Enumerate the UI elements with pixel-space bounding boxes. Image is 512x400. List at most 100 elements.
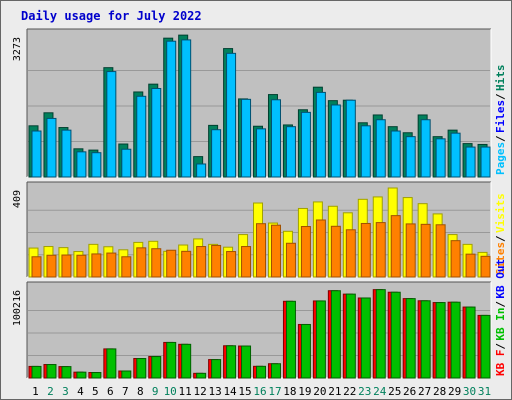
x-axis-day-label: 21 (328, 385, 341, 398)
panel-bottom-bar-kb-in-day-30 (465, 306, 476, 379)
panel-bottom-bar-kb-in-day-3 (61, 366, 72, 379)
panel-top-bar-pages-day-23 (360, 125, 371, 178)
panel-top-bar-pages-day-10 (166, 40, 177, 178)
panel-bottom-legend-separator: / (494, 301, 507, 308)
panel-top-bar-pages-day-16 (256, 128, 267, 178)
panel-top-bar-pages-day-11 (181, 39, 192, 178)
panel-top-bar-pages-day-3 (61, 129, 72, 178)
x-axis-day-label: 28 (433, 385, 446, 398)
panel-bottom-legend-kb-in: KB In (494, 307, 507, 340)
panel-middle-bar-sites-day-25 (390, 215, 401, 278)
panel-bottom-bar-kb-in-day-23 (360, 297, 371, 379)
x-axis-day-label: 9 (152, 385, 159, 398)
x-axis-day-label: 20 (313, 385, 326, 398)
x-axis-day-label: 12 (194, 385, 207, 398)
panel-bottom-y-max-label: 100216 (12, 290, 23, 326)
x-axis-day-label: 13 (208, 385, 221, 398)
panel-bottom-bar-kb-in-day-2 (46, 364, 57, 379)
panel-bottom-bar-kb-in-day-14 (226, 345, 237, 379)
panel-middle-bar-sites-day-26 (405, 223, 416, 278)
x-axis-day-label: 27 (418, 385, 431, 398)
x-axis-day-label: 25 (388, 385, 401, 398)
panel-middle-bar-sites-day-18 (285, 242, 296, 278)
x-axis-day-label: 30 (463, 385, 476, 398)
panel-top-bar-pages-day-14 (226, 52, 237, 178)
panel-top-legend-separator: / (494, 93, 507, 100)
panel-middle-bar-sites-day-20 (315, 219, 326, 278)
panel-middle-bar-sites-day-10 (166, 249, 177, 278)
panel-bottom-bar-kb-in-day-26 (405, 298, 416, 379)
panel-middle-y-max-label: 409 (12, 190, 23, 208)
panel-top-y-max-label: 3273 (12, 37, 23, 61)
panel-middle-bar-sites-day-24 (375, 222, 386, 278)
panel-bottom-bar-kb-in-day-5 (91, 372, 102, 379)
panel-middle-bar-sites-day-17 (270, 224, 281, 278)
x-axis-day-label: 3 (62, 385, 69, 398)
panel-top-bar-pages-day-29 (450, 132, 461, 178)
panel-bottom-bar-kb-in-day-18 (285, 300, 296, 379)
panel-top-bar-pages-day-20 (315, 91, 326, 178)
panel-middle-bar-sites-day-7 (121, 256, 132, 278)
panel-middle-bar-sites-day-1 (31, 256, 42, 278)
x-axis-day-label: 11 (179, 385, 192, 398)
panel-middle-bar-sites-day-8 (136, 247, 147, 278)
x-axis-day-label: 19 (298, 385, 311, 398)
panel-middle-bar-sites-day-11 (181, 250, 192, 278)
panel-top-bar-pages-day-28 (435, 138, 446, 178)
panel-top-bar-pages-day-2 (46, 117, 57, 178)
panel-bottom-bar-kb-in-day-9 (151, 356, 162, 379)
panel-top-bar-pages-day-25 (390, 130, 401, 178)
panel-bottom-bar-kb-in-day-10 (166, 341, 177, 379)
panel-bottom-legend-separator: / (494, 343, 507, 350)
panel-bottom-bar-kb-in-day-22 (345, 293, 356, 379)
panel-bottom-bar-kb-in-day-17 (270, 363, 281, 379)
panel-bottom-bar-kb-in-day-6 (106, 348, 117, 379)
panel-top-bar-pages-day-19 (300, 111, 311, 178)
x-axis-day-label: 6 (107, 385, 114, 398)
panel-bottom-bar-kb-in-day-28 (435, 302, 446, 379)
panel-top-bar-pages-day-12 (196, 163, 207, 178)
x-axis-day-label: 5 (92, 385, 99, 398)
panel-top-bar-pages-day-5 (91, 152, 102, 178)
x-axis-day-label: 1 (32, 385, 39, 398)
panel-middle-bar-sites-day-30 (465, 253, 476, 278)
panel-middle-bar-sites-day-16 (256, 223, 267, 278)
panel-middle-legend-visits: Visits (494, 193, 507, 233)
panel-middle-legend-separator: / (494, 235, 507, 242)
panel-top-bar-pages-day-6 (106, 71, 117, 178)
panel-top-bar-pages-day-18 (285, 126, 296, 178)
panel-middle-bar-sites-day-6 (106, 252, 117, 278)
x-axis-day-label: 31 (478, 385, 491, 398)
panel-bottom-bar-kb-in-day-24 (375, 289, 386, 379)
panel-middle-bar-sites-day-12 (196, 246, 207, 278)
panel-middle-bar-sites-day-13 (211, 244, 222, 278)
panel-bottom-bar-kb-in-day-21 (330, 290, 341, 379)
panel-middle-bar-sites-day-4 (76, 254, 87, 278)
panel-top-legend-separator: / (494, 135, 507, 142)
x-axis-day-label: 22 (343, 385, 356, 398)
panel-top-legend-files: Files (494, 100, 507, 133)
panel-middle-legend-sites: Sites (494, 242, 507, 275)
x-axis-day-label: 14 (223, 385, 237, 398)
panel-top-legend-pages: Pages (494, 142, 507, 175)
panel-top-bar-pages-day-1 (31, 130, 42, 178)
panel-middle-bar-sites-day-23 (360, 222, 371, 278)
x-axis-day-label: 15 (238, 385, 251, 398)
panel-top-bar-pages-day-31 (480, 146, 491, 178)
x-axis-day-label: 16 (253, 385, 266, 398)
panel-middle-bar-sites-day-5 (91, 253, 102, 278)
panel-bottom-bar-kb-in-day-27 (420, 300, 431, 379)
panel-top-bar-pages-day-22 (345, 99, 356, 178)
panel-middle-bar-sites-day-19 (300, 226, 311, 278)
panel-bottom-bar-kb-in-day-19 (300, 323, 311, 379)
panel-middle-bar-sites-day-21 (330, 225, 341, 278)
panel-top-bar-pages-day-26 (405, 136, 416, 178)
panel-bottom-bar-kb-in-day-20 (315, 300, 326, 379)
panel-bottom-bar-kb-in-day-1 (31, 365, 42, 379)
x-axis-day-label: 7 (122, 385, 129, 398)
panel-bottom-bar-kb-in-day-25 (390, 291, 401, 379)
panel-bottom-bar-kb-in-day-16 (256, 365, 267, 379)
panel-bottom-bar-kb-in-day-29 (450, 301, 461, 379)
panel-bottom-bar-kb-in-day-7 (121, 370, 132, 379)
